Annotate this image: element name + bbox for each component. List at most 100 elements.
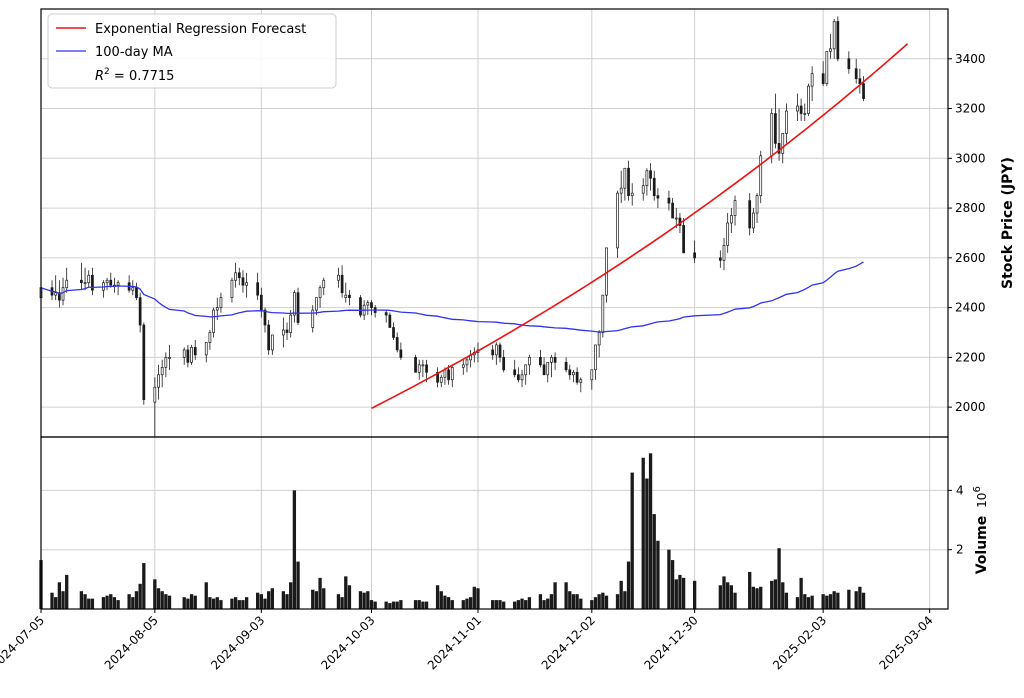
candle-body xyxy=(318,287,322,299)
candle-body xyxy=(87,274,91,284)
volume-bar xyxy=(263,598,267,609)
ma-line xyxy=(40,261,864,333)
lines xyxy=(40,43,909,410)
date-tick-label: 2024-07-05 xyxy=(0,613,47,672)
candle-body xyxy=(281,329,285,336)
candle-body xyxy=(384,312,388,316)
candle-body xyxy=(340,274,344,294)
volume-bar xyxy=(601,592,605,609)
volume-bar xyxy=(57,582,62,609)
volume-bar xyxy=(858,586,862,609)
volume-bar xyxy=(461,600,465,609)
date-tick-label: 2024-10-03 xyxy=(318,613,377,672)
candle-body xyxy=(414,357,417,373)
candle-body xyxy=(726,222,730,246)
candle-body xyxy=(443,369,447,378)
candle-body xyxy=(854,68,858,80)
candle-body xyxy=(513,369,517,376)
volume-bar xyxy=(784,592,789,609)
volume-bar xyxy=(186,598,190,609)
volume-bar xyxy=(667,549,671,609)
candle-body xyxy=(781,133,785,154)
volume-bar xyxy=(832,591,836,609)
volume-bar xyxy=(549,594,554,609)
volume-bar xyxy=(215,597,219,609)
legend-label-ma: 100-day MA xyxy=(95,45,173,60)
volume-bar xyxy=(105,595,109,609)
volume-bar xyxy=(777,548,781,609)
volume-bar xyxy=(538,594,543,609)
date-tick-label: 2024-12-02 xyxy=(539,613,598,672)
volume-bar xyxy=(575,594,579,609)
volume-bar xyxy=(516,600,521,609)
candle-body xyxy=(542,364,546,376)
volume-bar xyxy=(413,600,418,609)
candle-body xyxy=(135,287,138,299)
volume-bar xyxy=(568,591,572,609)
candle-body xyxy=(285,329,289,333)
volume-bar xyxy=(491,600,495,609)
volume-bar xyxy=(237,600,241,609)
volume-bar xyxy=(770,580,774,609)
volume-bar xyxy=(468,597,473,609)
volume-bar xyxy=(476,588,480,609)
volume-bar xyxy=(513,601,517,609)
candle-body xyxy=(774,113,777,144)
regression-line xyxy=(371,43,909,410)
candle-body xyxy=(829,48,832,52)
volume-bar xyxy=(806,597,811,609)
volume-bar xyxy=(465,598,469,609)
candle-body xyxy=(61,287,65,301)
candle-body xyxy=(520,374,524,381)
volume-bar xyxy=(127,594,131,609)
volume-bar xyxy=(101,597,106,609)
candle-body xyxy=(80,279,83,284)
candle-body xyxy=(799,105,803,114)
candle-body xyxy=(630,192,634,196)
volume-bar xyxy=(439,591,443,609)
volume-tick-label: 4 xyxy=(956,483,964,497)
volume-bar xyxy=(281,591,286,609)
candle-body xyxy=(219,297,223,308)
candle-body xyxy=(109,279,113,286)
candle-body xyxy=(568,369,572,376)
volume-bar xyxy=(733,592,737,609)
volume-bar xyxy=(83,594,87,609)
candle-body xyxy=(83,282,87,285)
candle-body xyxy=(517,374,520,381)
volume-bar xyxy=(604,595,609,609)
volume-bar xyxy=(524,600,528,609)
legend: Exponential Regression Forecast 100-day M… xyxy=(47,13,337,89)
candle-body xyxy=(245,282,248,286)
volume-bars xyxy=(39,453,866,609)
price-axis-title: Stock Price (JPY) xyxy=(1000,157,1016,289)
volume-bar xyxy=(344,576,348,609)
candle-body xyxy=(447,369,450,381)
candle-body xyxy=(564,361,568,371)
candle-body xyxy=(498,344,502,358)
candle-body xyxy=(160,366,164,376)
volume-bar xyxy=(450,600,454,609)
legend-box xyxy=(47,13,337,89)
volume-bar xyxy=(799,577,803,609)
candle-body xyxy=(425,364,428,373)
volume-bar xyxy=(366,591,370,609)
candle-body xyxy=(58,292,61,301)
candle-body xyxy=(729,215,733,224)
candle-body xyxy=(366,302,370,306)
volume-bar xyxy=(670,560,675,609)
volume-bar xyxy=(828,594,833,609)
candle-body xyxy=(667,197,671,204)
candle-body xyxy=(157,374,160,388)
volume-bar xyxy=(87,598,91,609)
grid-layer xyxy=(40,9,948,609)
volume-bar xyxy=(435,585,440,609)
volume-bar xyxy=(542,600,546,609)
date-tick-label: 2024-09-03 xyxy=(208,613,267,672)
volume-panel-frame xyxy=(40,436,949,610)
volume-bar xyxy=(395,601,399,609)
candle-body xyxy=(546,361,550,376)
candle-body xyxy=(436,371,439,383)
candle-body xyxy=(190,347,193,363)
candle-body xyxy=(91,274,94,291)
